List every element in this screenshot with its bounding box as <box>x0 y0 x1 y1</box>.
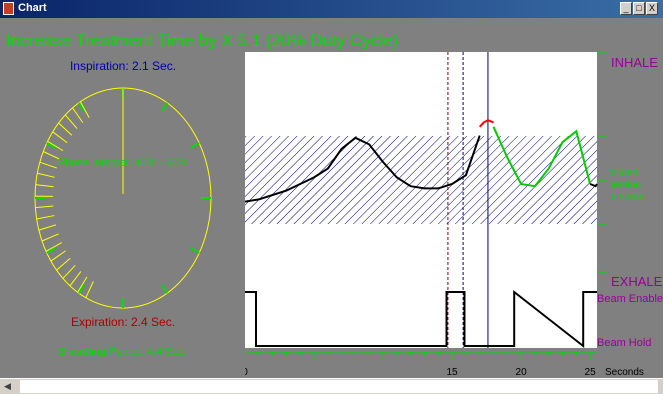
expiration-sector-hatch <box>38 224 57 231</box>
gauge-tick <box>46 247 56 254</box>
expiration-sector-hatch <box>35 184 54 188</box>
gated-motion-label: Gated Motion 3.5 mm <box>611 168 644 203</box>
window-title: Chart <box>18 2 47 14</box>
page-heading: Increase Treatment Time by X 5.1 (20% Du… <box>6 31 399 50</box>
expiration-sector-hatch <box>77 276 88 293</box>
breathing-motion-line <box>492 126 592 188</box>
expiration-sector-hatch <box>50 250 66 262</box>
gauge-tick <box>161 102 168 112</box>
phase-interval-label: Phase Interval: 40% - 60% <box>58 157 188 169</box>
scroll-left-arrow-icon[interactable]: ◀ <box>4 381 11 391</box>
gauge-tick <box>78 102 85 112</box>
expiration-sector-hatch <box>45 242 63 252</box>
scroll-track[interactable] <box>20 380 658 393</box>
gauge-tick <box>190 142 200 149</box>
breathing-motion-line <box>245 135 481 203</box>
app-icon <box>3 2 14 15</box>
gauge-tick <box>78 284 85 294</box>
exhale-label: EXHALE <box>611 274 663 289</box>
expiration-sector-hatch <box>47 140 64 152</box>
breathing-gauge: Inspiration: 2.1 Sec. Phase Interval: 40… <box>34 59 212 358</box>
x-axis-label: Seconds <box>605 367 644 378</box>
inhale-label: INHALE <box>611 55 658 70</box>
expiration-sector-hatch <box>35 205 54 209</box>
horizontal-scrollbar[interactable]: ◀ <box>0 378 663 394</box>
x-tick-label: 25 <box>585 367 597 378</box>
gauge-tick <box>161 284 168 294</box>
beam-enable-label: Beam Enable <box>597 293 663 305</box>
x-tick-label: 15 <box>446 367 458 378</box>
expiration-sector-hatch <box>72 107 84 123</box>
gate-window <box>245 136 597 224</box>
expiration-sector-hatch <box>52 131 68 144</box>
expiration-sector-hatch <box>79 101 90 118</box>
expiration-sector-hatch <box>58 122 73 136</box>
inspiration-label: Inspiration: 2.1 Sec. <box>70 59 176 73</box>
expiration-sector-hatch <box>37 172 55 178</box>
breathing-period-label: Breathing Period: 4.4 Sec. <box>59 346 187 358</box>
expiration-sector-hatch <box>64 114 78 129</box>
expiration-sector-hatch <box>69 271 82 287</box>
expiration-sector-hatch <box>36 215 55 220</box>
beam-state-line <box>245 289 597 349</box>
x-tick-label: 0 <box>245 367 248 378</box>
expiration-sector-hatch <box>41 233 59 242</box>
expiration-sector-hatch <box>43 151 60 160</box>
breathing-motion-line <box>478 119 494 128</box>
expiration-sector-hatch <box>39 161 57 169</box>
maximize-button[interactable]: □ <box>633 2 645 15</box>
breathing-motion-line <box>589 183 598 188</box>
expiration-sector-hatch <box>62 264 76 279</box>
gauge-tick <box>190 247 200 254</box>
expiration-sector-hatch <box>85 281 94 298</box>
x-tick-label: 20 <box>516 367 528 378</box>
expiration-label: Expiration: 2.4 Sec. <box>71 315 175 329</box>
close-button[interactable]: X <box>646 2 658 15</box>
minimize-button[interactable]: _ <box>620 2 632 15</box>
beam-hold-label: Beam Hold <box>597 337 651 349</box>
expiration-sector-hatch <box>56 257 71 271</box>
title-bar[interactable]: Chart _ □ X <box>0 0 663 18</box>
gauge-tick <box>46 142 56 149</box>
motion-chart: 0 15 20 25 INHALE Gated Motion 3.5 mm EXHAL… <box>245 52 663 378</box>
